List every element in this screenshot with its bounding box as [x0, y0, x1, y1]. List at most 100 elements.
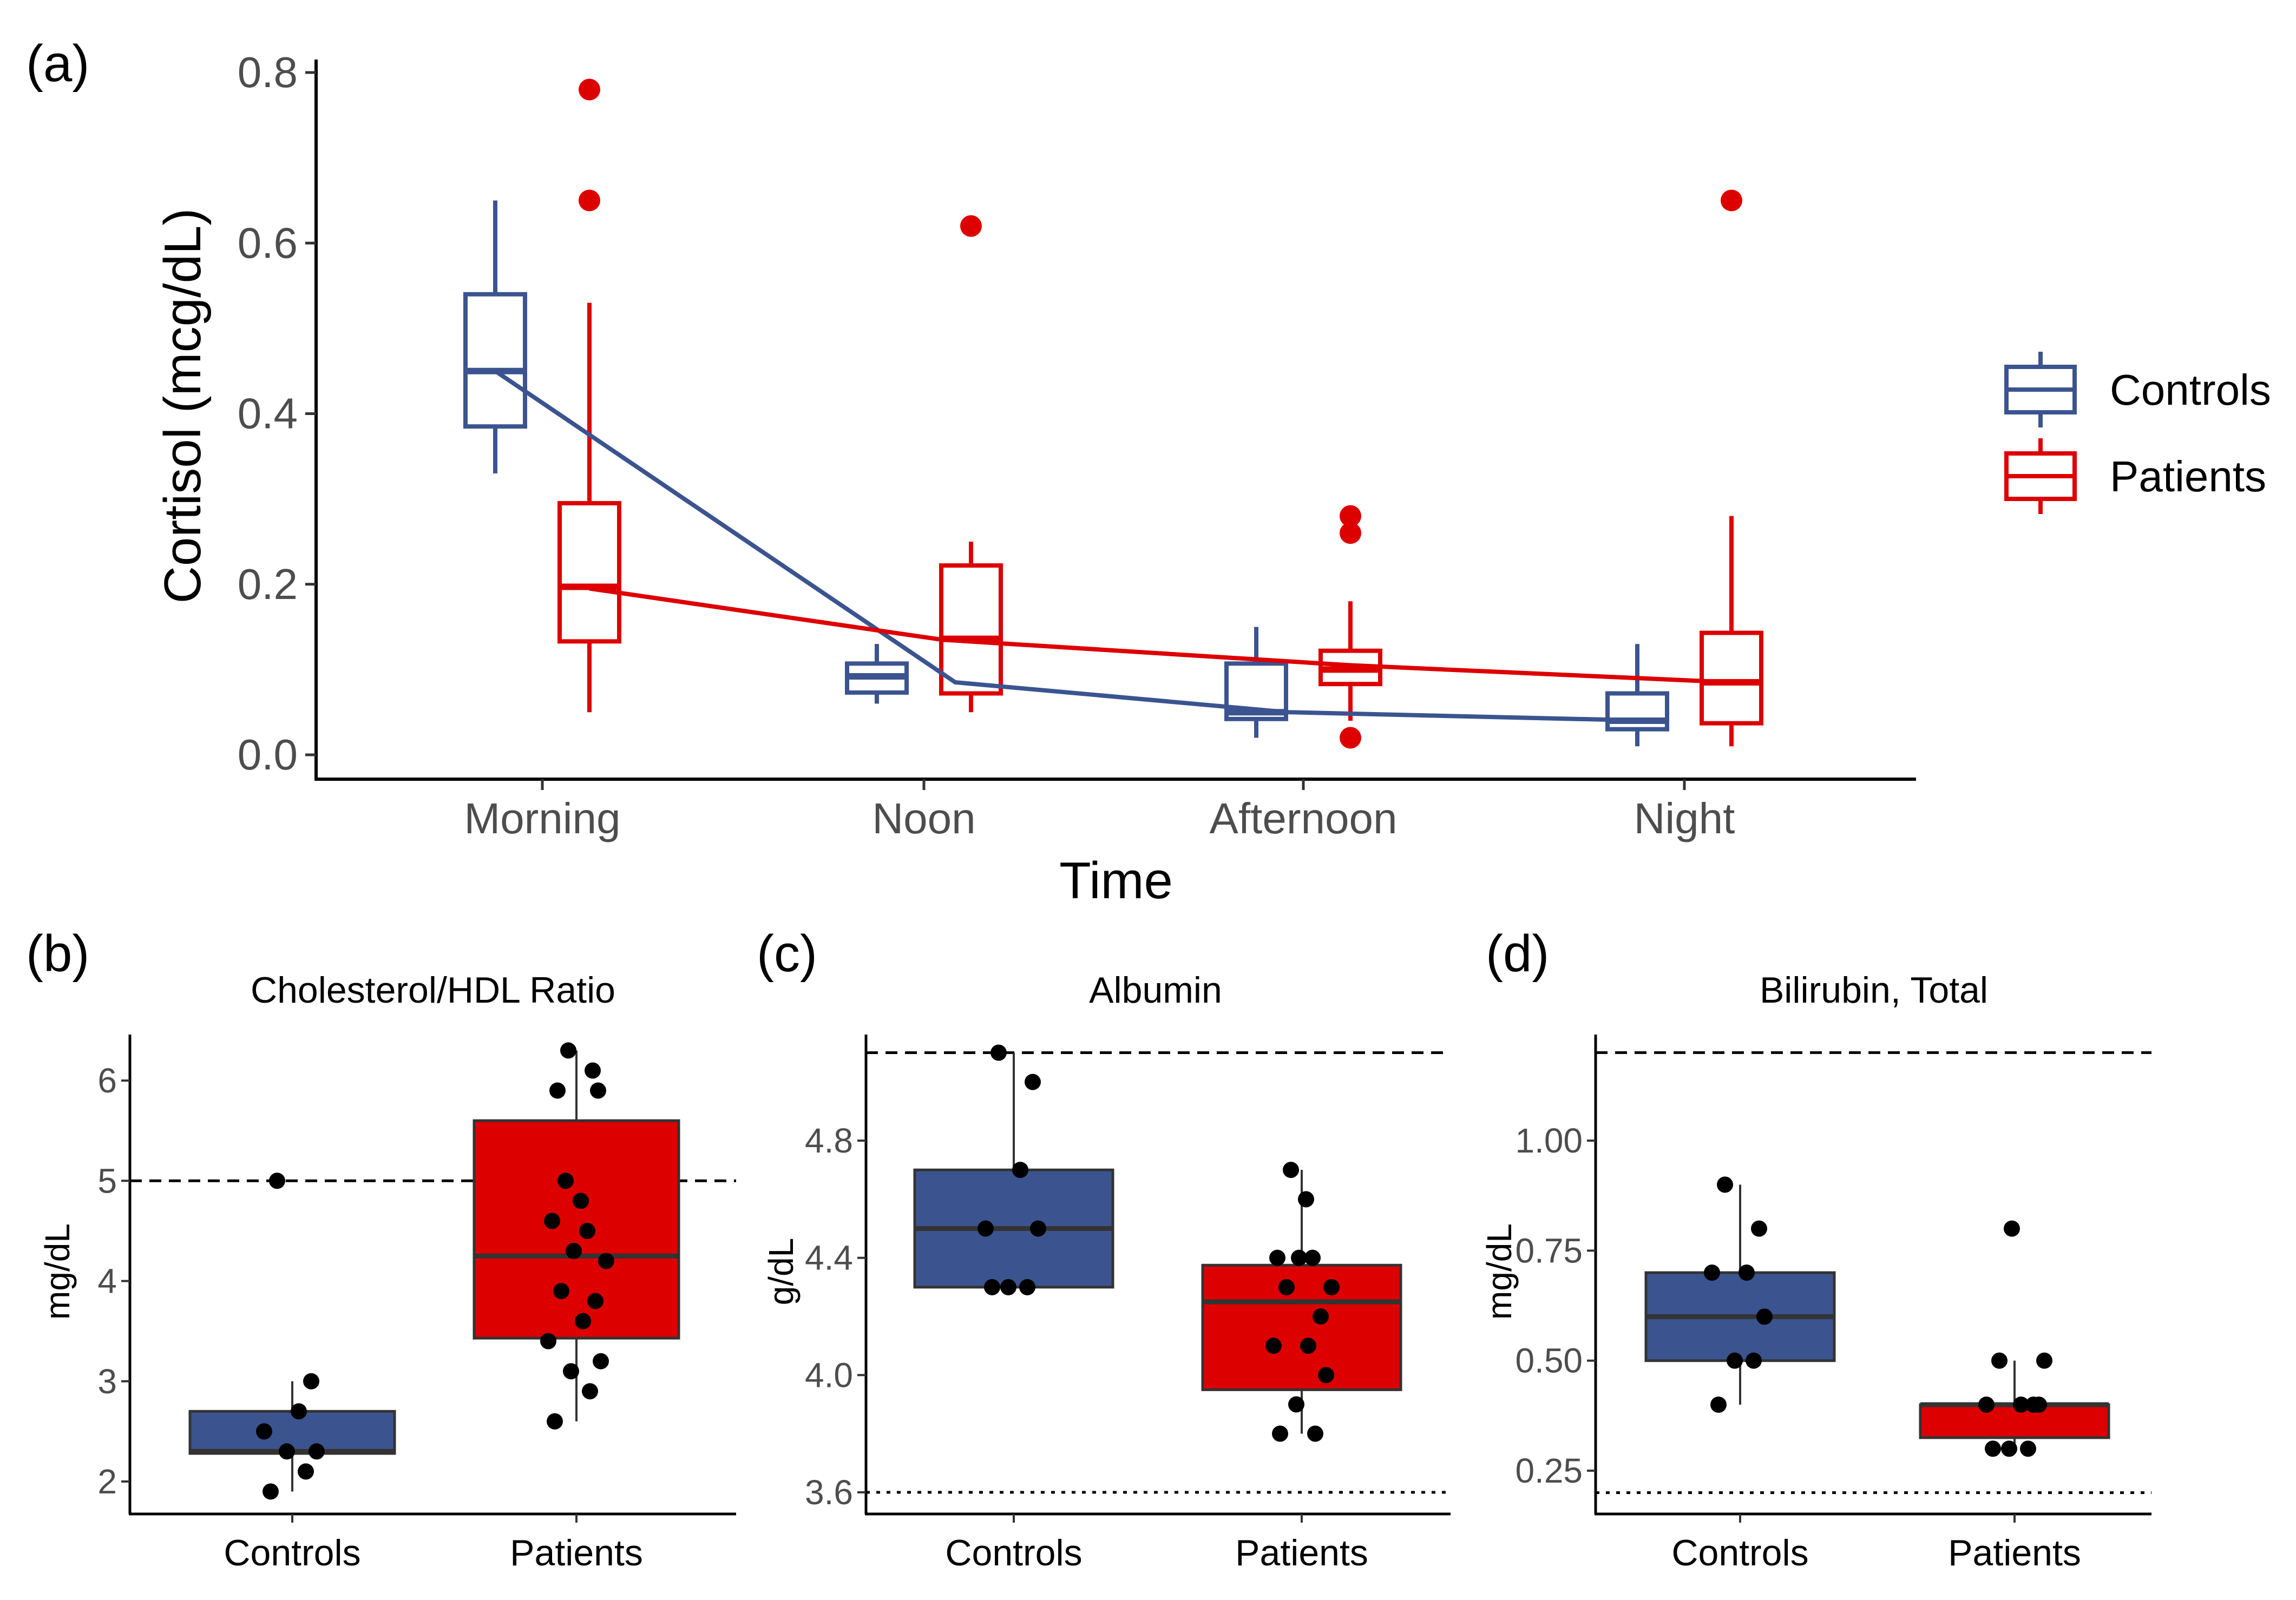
data-point [1710, 1397, 1727, 1413]
box-patients [473, 1042, 680, 1430]
outlier-point [579, 189, 600, 212]
data-point [1288, 1396, 1304, 1413]
y-tick-label: 0.75 [1515, 1231, 1583, 1270]
data-point [1298, 1191, 1314, 1208]
data-point [1304, 1249, 1321, 1266]
x-tick-label: Controls [1671, 1532, 1808, 1573]
y-tick-label: 0.0 [238, 730, 298, 779]
chart-title: Bilirubin, Total [1760, 970, 1988, 1011]
y-tick-label: 0.6 [238, 219, 298, 267]
box-iqr [1605, 691, 1669, 732]
data-point [256, 1423, 272, 1440]
legend-label: Patients [2110, 452, 2266, 501]
chart-title: Albumin [1089, 970, 1222, 1011]
data-point [1000, 1279, 1016, 1295]
x-tick-label: Patients [1948, 1532, 2081, 1573]
box-controls [845, 644, 909, 704]
data-point [1313, 1308, 1329, 1325]
y-axis-title: Cortisol (mcg/dL) [154, 208, 212, 604]
data-point [1265, 1338, 1282, 1354]
data-point [1739, 1265, 1755, 1281]
data-point [1978, 1397, 1995, 1413]
data-point [566, 1242, 582, 1259]
data-point [279, 1443, 295, 1460]
data-point [1746, 1352, 1762, 1369]
panel-d-bilirubin-chart: (d) Bilirubin, Total 0.25 0.50 0.75 1.00 Contr… [1480, 925, 2151, 1573]
box-patients [1201, 1162, 1402, 1442]
data-point [2004, 1220, 2020, 1237]
box-iqr [939, 563, 1003, 696]
legend-label: Controls [2110, 366, 2271, 414]
y-tick-label: 1.00 [1515, 1121, 1583, 1160]
data-point [575, 1313, 591, 1329]
data-point [1318, 1367, 1334, 1384]
box-controls [1644, 1176, 1836, 1413]
panel-c-albumin-chart: (c) Albumin 3.6 4.0 4.4 4.8 Controls Patients g/… [757, 925, 1451, 1573]
data-point [563, 1363, 579, 1380]
box-iqr [463, 292, 527, 429]
outlier-point [1340, 505, 1361, 527]
box-iqr [1700, 630, 1763, 726]
data-point [582, 1383, 598, 1400]
outlier-point [1721, 189, 1742, 212]
data-point [2020, 1440, 2036, 1457]
box-patients [939, 215, 1003, 713]
data-point [1030, 1220, 1046, 1237]
data-point [1300, 1338, 1316, 1354]
data-point [540, 1333, 556, 1349]
panel-tag: (c) [757, 925, 817, 983]
data-point [2013, 1397, 2029, 1413]
x-tick-label: Afternoon [1210, 794, 1398, 842]
data-point [573, 1193, 589, 1209]
panel-tag: (d) [1486, 925, 1549, 983]
data-point [549, 1082, 566, 1099]
data-point [553, 1283, 569, 1300]
data-point [263, 1483, 279, 1500]
data-point [560, 1042, 576, 1059]
data-point [1012, 1162, 1028, 1178]
y-tick-label: 6 [97, 1061, 117, 1100]
x-tick-label: Controls [224, 1532, 360, 1573]
y-tick-label: 5 [97, 1161, 117, 1200]
outlier-point [1340, 727, 1361, 749]
trend-line-patients [589, 586, 1732, 685]
data-point [2025, 1397, 2042, 1413]
x-tick-label: Noon [872, 794, 975, 842]
data-point [303, 1373, 319, 1390]
y-tick-label: 0.4 [238, 390, 298, 438]
data-point [1727, 1352, 1743, 1369]
data-point [2036, 1352, 2052, 1369]
x-tick-label: Patients [1235, 1532, 1368, 1573]
data-point [1283, 1162, 1299, 1178]
box-controls [913, 1044, 1114, 1295]
data-point [1019, 1279, 1035, 1295]
data-point [547, 1413, 563, 1430]
x-tick-label: Controls [945, 1532, 1082, 1573]
data-point [1717, 1176, 1733, 1193]
y-tick-label: 0.25 [1515, 1451, 1583, 1490]
data-point [1985, 1440, 2001, 1457]
data-point [557, 1173, 574, 1189]
data-point [990, 1044, 1007, 1061]
data-point [1291, 1249, 1307, 1266]
box-patients [1318, 505, 1382, 749]
legend: Controls Patients [2004, 352, 2271, 514]
y-tick-label: 3 [97, 1362, 117, 1401]
outlier-point [579, 78, 600, 101]
y-tick-label: 0.50 [1515, 1341, 1583, 1380]
data-point [2001, 1440, 2017, 1457]
y-axis-title: g/dL [762, 1238, 801, 1306]
data-point [544, 1213, 560, 1229]
data-point [1278, 1279, 1295, 1295]
y-tick-label: 4 [97, 1262, 117, 1301]
panel-b-cholesterol-chart: (b) Cholesterol/HDL Ratio 2 3 4 5 6 Controls Pat… [26, 925, 736, 1573]
data-point [590, 1082, 606, 1099]
data-point [984, 1279, 1000, 1295]
data-point [1272, 1425, 1288, 1442]
y-tick-label: 3.6 [805, 1473, 853, 1512]
y-tick-label: 4.4 [805, 1239, 853, 1278]
outlier-point [1340, 522, 1361, 544]
data-point [1323, 1279, 1340, 1295]
